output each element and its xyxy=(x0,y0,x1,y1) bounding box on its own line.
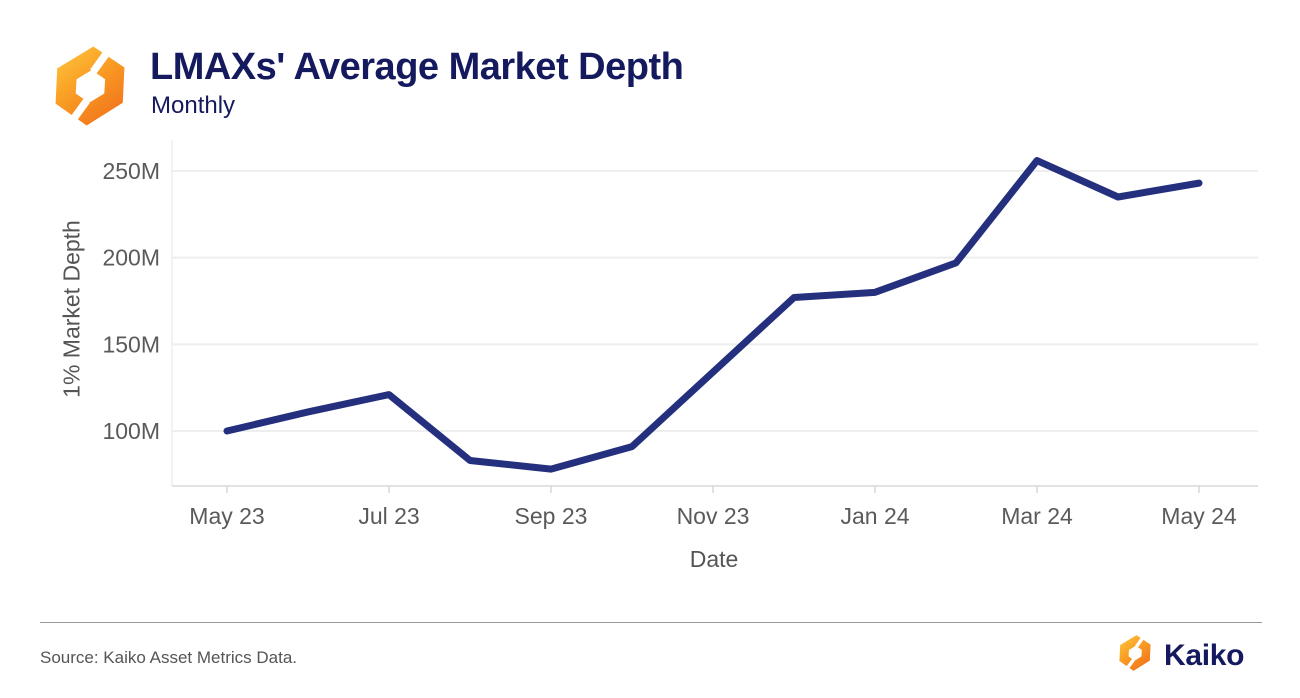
source-note: Source: Kaiko Asset Metrics Data. xyxy=(40,648,297,667)
page-subtitle: Monthly xyxy=(151,92,236,119)
y-tick-label: 200M xyxy=(102,245,160,271)
x-tick-label: Sep 23 xyxy=(515,503,588,529)
y-tick-label: 150M xyxy=(102,331,160,357)
x-tick-label: Jul 23 xyxy=(358,503,419,529)
x-tick-label: Mar 24 xyxy=(1001,503,1073,529)
kaiko-wordmark: Kaiko xyxy=(1164,639,1245,672)
market-depth-line xyxy=(223,157,1203,473)
footer-divider xyxy=(40,622,1262,623)
y-axis-title: 1% Market Depth xyxy=(58,220,85,398)
x-tick-label: May 23 xyxy=(189,503,264,529)
x-tick-label: Jan 24 xyxy=(840,503,909,529)
x-axis-title: Date xyxy=(689,546,739,572)
y-tick-label: 100M xyxy=(102,418,160,444)
x-tick-label: May 24 xyxy=(1161,503,1237,529)
y-tick-label: 250M xyxy=(102,158,160,184)
kaiko-logo-icon xyxy=(1119,634,1151,672)
kaiko-logo-icon xyxy=(55,44,125,128)
page-title: LMAXs' Average Market Depth xyxy=(150,46,684,88)
x-tick-label: Nov 23 xyxy=(677,503,750,529)
